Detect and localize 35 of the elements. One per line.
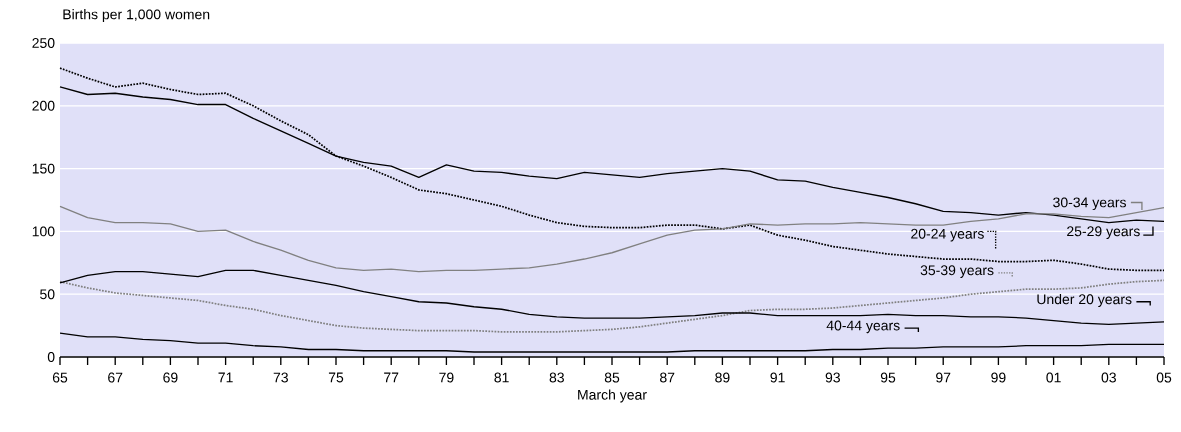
x-tick-label: 77: [384, 372, 399, 383]
legend-label: 30-34 years: [1053, 197, 1126, 211]
x-tick-label: 85: [604, 372, 620, 383]
x-tick-label: 99: [991, 372, 1006, 383]
x-tick-label: 81: [494, 372, 509, 383]
x-tick-label: 71: [218, 372, 233, 383]
x-tick-label: 01: [1046, 372, 1061, 383]
legend-label: 25-29 years: [1067, 226, 1140, 239]
x-tick-label: 93: [825, 372, 840, 383]
legend-label: 20-24 years: [911, 228, 984, 242]
x-tick-label: 87: [660, 372, 675, 383]
x-tick-label: 67: [108, 372, 123, 383]
x-axis-title: March year: [578, 389, 647, 403]
x-tick-label: 05: [1156, 372, 1172, 383]
x-tick-label: 91: [770, 372, 785, 383]
x-tick-label: 97: [936, 372, 951, 383]
legend-label: 40-44 years: [826, 320, 900, 334]
x-tick-label: 95: [880, 372, 896, 383]
y-tick-label: 200: [32, 100, 55, 111]
x-tick-label: 73: [273, 372, 288, 383]
legend-label: Under 20 years: [1037, 293, 1132, 308]
y-tick-label: 50: [40, 289, 55, 300]
x-tick-label: 83: [549, 372, 564, 383]
legend-label: 35-39 years: [920, 265, 994, 278]
y-tick-label: 250: [32, 38, 55, 48]
x-tick-label: 79: [439, 372, 454, 383]
x-tick-label: 65: [52, 372, 68, 383]
y-axis-title: Births per 1,000 women: [63, 9, 210, 23]
y-tick-label: 0: [47, 352, 55, 362]
x-tick-label: 89: [715, 372, 730, 383]
x-tick-label: 75: [328, 372, 344, 383]
y-tick-label: 100: [32, 226, 55, 237]
x-tick-label: 03: [1101, 372, 1116, 383]
x-tick-label: 69: [163, 372, 178, 383]
y-tick-label: 150: [32, 163, 55, 174]
